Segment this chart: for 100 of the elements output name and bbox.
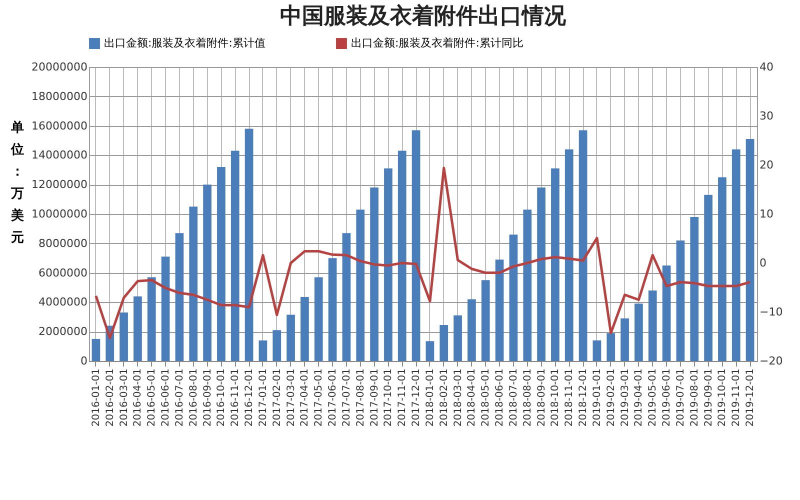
bar [189, 206, 198, 361]
y-tick-label: 0 [80, 354, 88, 368]
y-tick-label: 14000000 [32, 148, 88, 162]
bar [286, 314, 295, 361]
bar [468, 299, 476, 361]
bar [746, 139, 754, 361]
y-tick-label: 16000000 [32, 119, 88, 132]
x-tick-label: 2016-07-01 [174, 368, 186, 427]
x-tick-label: 2016-02-01 [104, 368, 116, 427]
bar [203, 184, 212, 361]
x-tick-label: 2017-08-01 [355, 368, 366, 427]
x-tick-label: 2017-05-01 [314, 368, 325, 427]
x-tick-label: 2016-11-01 [230, 368, 242, 427]
y-tick-label: 2000000 [38, 325, 88, 338]
y2-tick-label: 40 [760, 60, 774, 74]
y-tick-label: 18000000 [32, 90, 88, 103]
x-tick-label: 2017-04-01 [300, 368, 311, 427]
bar [314, 277, 323, 361]
y2-tick-label: 20 [760, 158, 774, 172]
y-tick-label: 8000000 [38, 236, 88, 250]
bar [676, 240, 685, 361]
bar [648, 290, 657, 361]
x-tick-label: 2017-06-01 [328, 368, 339, 427]
bar [398, 150, 406, 361]
x-tick-label: 2019-04-01 [634, 368, 645, 427]
x-tick-label: 2018-06-01 [494, 368, 506, 427]
x-tick-label: 2018-05-01 [480, 368, 492, 427]
x-tick-label: 2018-07-01 [508, 368, 520, 427]
x-tick-label: 2016-04-01 [132, 368, 144, 427]
x-tick-label: 2019-10-01 [717, 368, 728, 427]
x-tick-label: 2017-03-01 [286, 368, 297, 427]
x-tick-label: 2019-02-01 [606, 368, 617, 427]
x-tick-label: 2017-12-01 [411, 368, 422, 427]
x-tick-label: 2019-07-01 [675, 368, 686, 427]
bar [690, 216, 699, 361]
legend-label: 出口金额:服装及衣着附件:累计值 [104, 36, 266, 50]
x-tick-label: 2017-02-01 [272, 368, 283, 427]
x-tick-label: 2019-01-01 [592, 368, 603, 427]
y2-tick-label: −10 [760, 306, 783, 318]
x-tick-label: 2019-11-01 [731, 368, 742, 427]
bar [495, 260, 504, 361]
x-tick-label: 2016-01-01 [90, 368, 102, 427]
y2-tick-label: 30 [760, 110, 774, 122]
bar [537, 188, 546, 361]
x-tick-label: 2018-03-01 [452, 368, 464, 427]
bar [384, 168, 392, 361]
bar [620, 318, 629, 361]
bar [509, 234, 518, 361]
x-tick-label: 2016-08-01 [188, 368, 200, 427]
bar [426, 341, 434, 361]
bar [244, 128, 254, 361]
x-tick-label: 2019-03-01 [620, 368, 631, 427]
x-tick-label: 2019-06-01 [662, 368, 673, 427]
x-tick-label: 2019-05-01 [648, 368, 659, 427]
y2-tick-label: 0 [760, 256, 766, 270]
bar [551, 168, 560, 361]
x-tick-label: 2017-01-01 [258, 368, 269, 427]
x-tick-label: 2016-05-01 [146, 368, 158, 427]
bar [718, 177, 726, 361]
bar [454, 315, 462, 361]
bar [578, 130, 588, 361]
bar [147, 277, 156, 361]
bar [564, 149, 574, 361]
bar [356, 210, 365, 361]
x-tick-label: 2018-02-01 [438, 368, 450, 427]
bar [523, 210, 532, 361]
y-tick-label: 4000000 [38, 296, 88, 309]
x-tick-label: 2018-10-01 [550, 368, 562, 427]
x-tick-label: 2016-12-01 [244, 368, 256, 427]
bar [440, 324, 448, 361]
x-tick-label: 2018-12-01 [578, 368, 590, 427]
y-tick-label: 20000000 [32, 60, 88, 74]
x-tick-label: 2018-04-01 [466, 368, 478, 427]
x-tick-label: 2018-09-01 [536, 368, 548, 427]
y2-tick-label: −20 [760, 354, 783, 368]
y-tick-label: 6000000 [38, 266, 88, 280]
line-series [94, 166, 752, 340]
x-tick-label: 2016-03-01 [118, 368, 130, 427]
bar [370, 188, 378, 361]
x-tick-label: 2019-12-01 [745, 368, 756, 427]
x-tick-label: 2017-11-01 [397, 368, 408, 427]
x-tick-label: 2016-10-01 [216, 368, 228, 427]
bar [272, 330, 282, 361]
chart-title: 中国服装及衣着附件出口情况 [280, 3, 567, 29]
bar [328, 258, 337, 361]
y-tick-label: 10000000 [32, 208, 88, 220]
bar [704, 194, 712, 361]
bar [606, 333, 616, 361]
bar [230, 150, 240, 361]
x-tick-label: 2018-08-01 [522, 368, 534, 427]
x-tick-label: 2019-08-01 [689, 368, 700, 427]
x-tick-label: 2018-01-01 [424, 368, 436, 427]
bar [732, 149, 740, 361]
bar [134, 296, 142, 361]
bar [300, 297, 309, 361]
bar [342, 233, 351, 361]
bar [634, 304, 643, 361]
bar [258, 340, 268, 361]
x-tick-label: 2018-11-01 [564, 368, 576, 427]
y-tick-label: 12000000 [32, 178, 88, 192]
